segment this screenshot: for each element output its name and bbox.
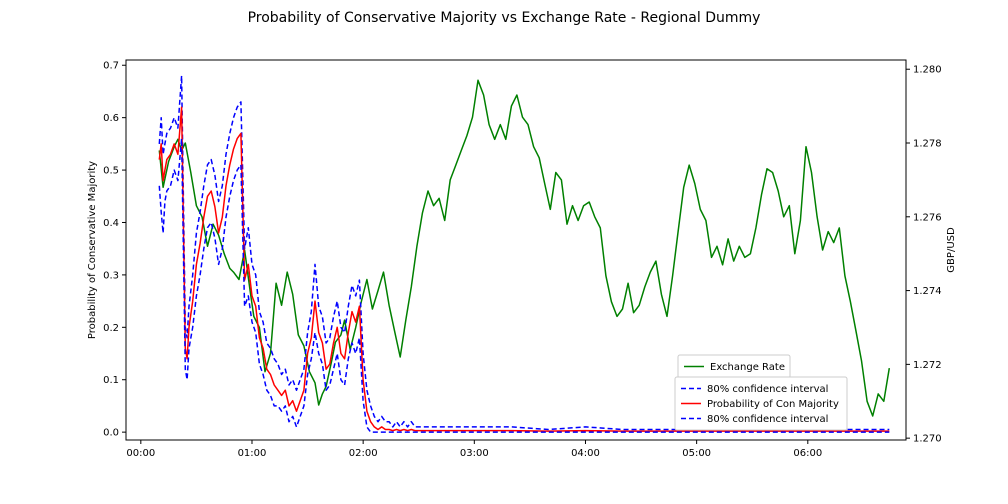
x-axis: 00:00 01:00 02:00 03:00 04:00 05:00 06:00 (126, 440, 822, 459)
legend-probability: 80% confidence interval Probability of Co… (674, 376, 848, 431)
y-left-tick-label: 0.5 (103, 166, 119, 177)
y-axis-left: 0.0 0.1 0.2 0.3 0.4 0.5 0.6 0.7 (103, 61, 126, 439)
series-layer (158, 74, 891, 433)
chart-title: Probability of Conservative Majority vs … (248, 10, 761, 26)
y-left-tick-label: 0.0 (103, 428, 119, 439)
legend-frame (674, 376, 848, 431)
x-tick-label: 04:00 (571, 448, 600, 459)
x-tick-label: 00:00 (126, 448, 155, 459)
y-axis-right: 1.270 1.272 1.274 1.276 1.278 1.280 (906, 65, 942, 445)
y-right-tick-label: 1.272 (913, 360, 942, 371)
y-right-tick-label: 1.280 (913, 65, 942, 76)
plot-frame (125, 59, 907, 441)
y-left-tick-label: 0.2 (103, 323, 119, 334)
y-left-tick-label: 0.4 (103, 218, 119, 229)
y-left-tick-label: 0.6 (103, 113, 119, 124)
y-left-tick-label: 0.7 (103, 61, 119, 72)
y-right-tick-label: 1.270 (913, 434, 942, 445)
y-right-tick-label: 1.276 (913, 212, 942, 223)
series-line-probability-of-con-majority-2 (158, 106, 890, 432)
legend-label: Probability of Con Majority (707, 399, 839, 410)
y-left-tick-label: 0.1 (103, 375, 119, 386)
y-right-tick-label: 1.278 (913, 139, 942, 150)
x-tick-label: 01:00 (238, 448, 267, 459)
y-axis-left-label: Probability of Conservative Majority (87, 161, 98, 339)
x-tick-label: 06:00 (793, 448, 822, 459)
series-line-exchange-rate-0 (158, 79, 891, 417)
y-axis-right-label: GBP/USD (946, 227, 957, 273)
legend-exchange: Exchange Rate (677, 354, 791, 379)
legend-label: 80% confidence interval (707, 384, 828, 395)
series-line-80-confidence-interval-1 (158, 74, 890, 431)
legend-label: Exchange Rate (710, 362, 785, 373)
y-right-tick-label: 1.274 (913, 286, 942, 297)
x-tick-label: 05:00 (682, 448, 711, 459)
series-line-80-confidence-interval-3 (158, 137, 890, 433)
x-tick-label: 02:00 (349, 448, 378, 459)
legend-label: 80% confidence interval (707, 414, 828, 425)
x-tick-label: 03:00 (460, 448, 489, 459)
y-left-tick-label: 0.3 (103, 270, 119, 281)
